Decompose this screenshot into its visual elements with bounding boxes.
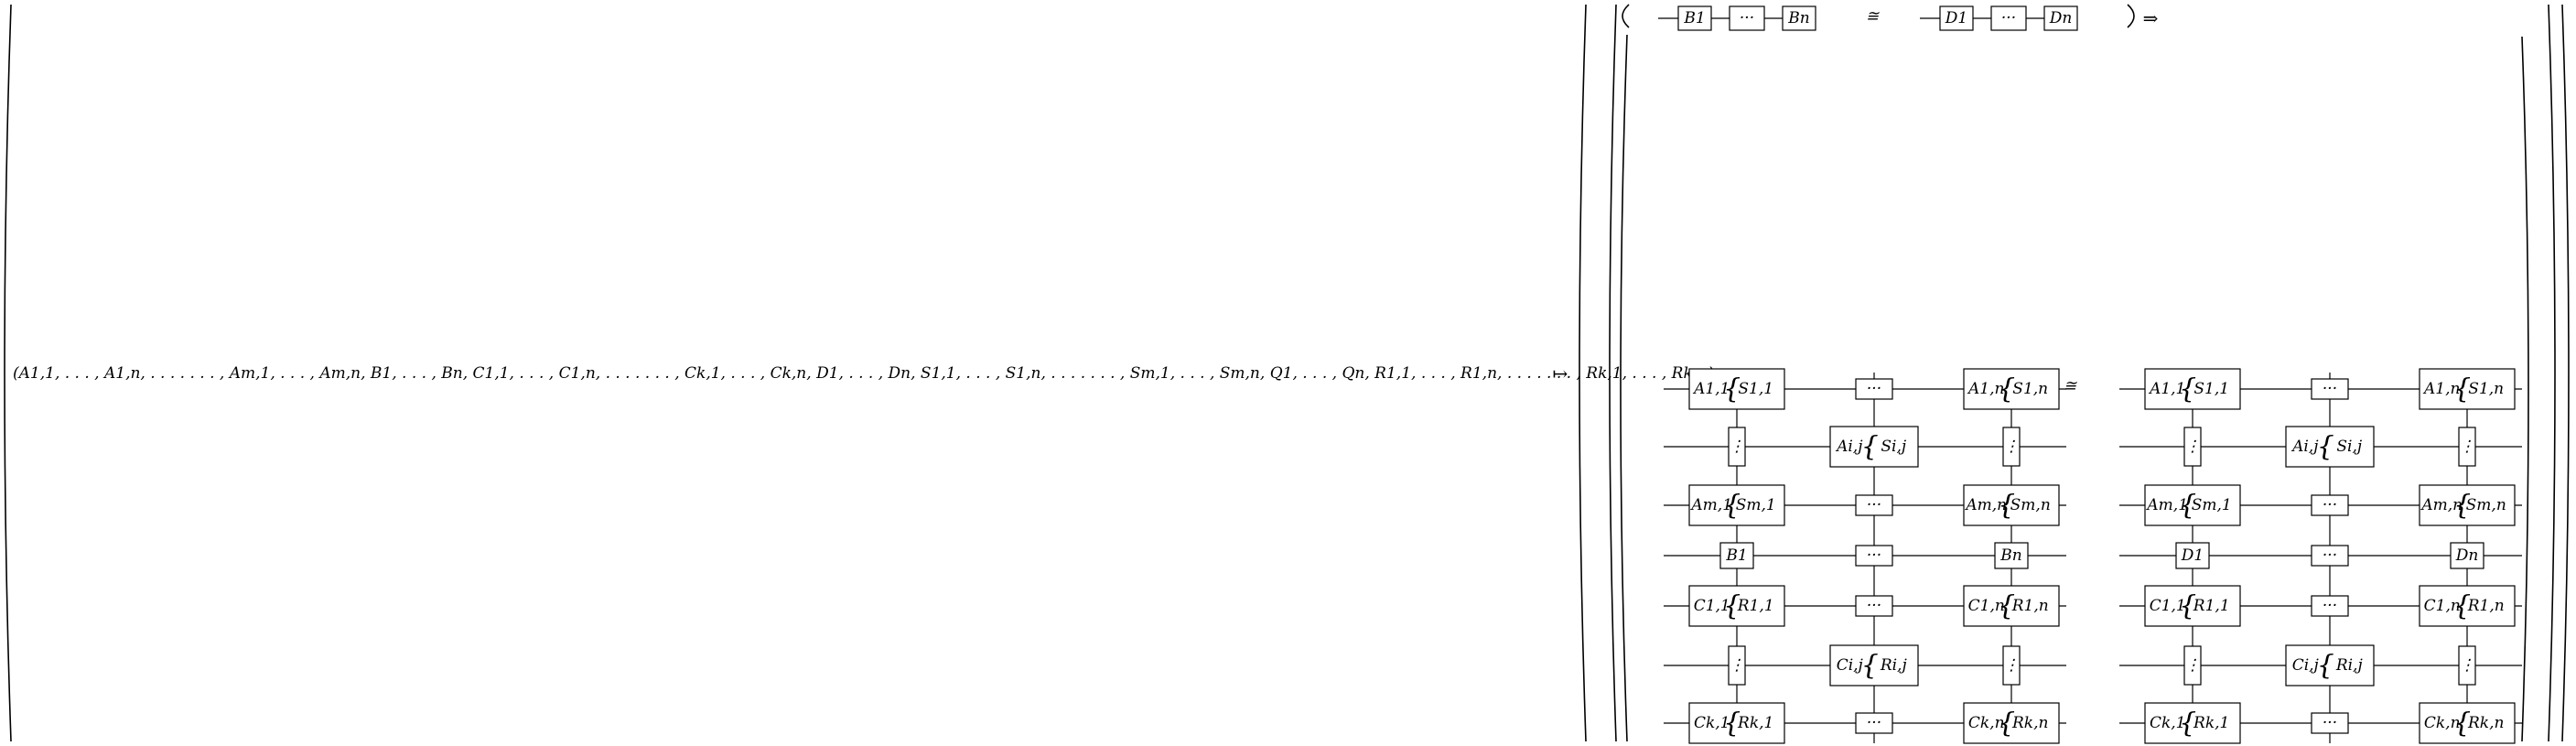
grid-right-r5-mid-side: Ri,j (2335, 656, 2364, 675)
grid-left-r5-mid-main: Ci,j (1837, 656, 1864, 675)
mapsto-arrow: ↦ (1553, 362, 1568, 384)
grid-congruent: ≅ (2064, 377, 2077, 395)
grid-right-r4-right-side: R1,n (2467, 597, 2505, 615)
grid-right-r1-right-label: ⋮ (2460, 438, 2475, 456)
grid-right-r2-mid-label: ··· (2323, 496, 2337, 514)
grid-right-r5-right-label: ⋮ (2460, 656, 2475, 675)
grid-left-r3-mid-label: ··· (1867, 546, 1881, 565)
top-left-chain-box-1-label: ··· (1740, 9, 1754, 27)
outer-right-paren (2562, 5, 2569, 741)
grid-right-r5-left-label: ⋮ (2185, 656, 2201, 675)
top-right-paren (2128, 5, 2134, 27)
grid-left-r5-left-label: ⋮ (1730, 656, 1745, 675)
grid-right-r0-mid-label: ··· (2323, 380, 2337, 398)
grid-left-r1-left-label: ⋮ (1730, 438, 1745, 456)
grid-right-r6-right-side: Rk,n (2467, 714, 2504, 732)
grid-right-r3-mid-label: ··· (2323, 546, 2337, 565)
grid-left-r0-mid-label: ··· (1867, 380, 1881, 398)
grid-right-r5-mid-main: Ci,j (2292, 656, 2320, 675)
grid-right-r3-left-label: D1 (2181, 546, 2204, 565)
rhs-right-paren (2549, 5, 2555, 741)
top-implies: ⇒ (2143, 7, 2159, 29)
inner-right-paren (2522, 37, 2528, 741)
grid-left-r1-mid-side: Si,j (1881, 438, 1906, 456)
grid-right-r1-mid-side: Si,j (2336, 438, 2362, 456)
grid-left-r6-left-side: Rk,1 (1737, 714, 1773, 732)
grid-right-r3-right-label: Dn (2455, 546, 2479, 565)
big-left-paren (1621, 35, 1627, 741)
top-right-chain-box-0-label: D1 (1945, 9, 1967, 27)
grid-left-r6-right-side: Rk,n (2011, 714, 2048, 732)
inner-left-paren (1610, 5, 1616, 741)
grid-left-r1-mid-main: Ai,j (1835, 438, 1863, 456)
grid-left-r6-mid-label: ··· (1867, 714, 1881, 732)
grid-right-r5-mid-brace: { (2317, 650, 2334, 682)
grid-right-r1-mid-main: Ai,j (2290, 438, 2319, 456)
grid-left-r0-left-side: S1,1 (1738, 380, 1773, 398)
top-left-chain-box-2-label: Bn (1787, 9, 1809, 27)
top-right-chain-box-2-label: Dn (2049, 9, 2073, 27)
grid-right-r2-right-side: Sm,n (2466, 496, 2506, 514)
grid-right-r6-mid-label: ··· (2323, 714, 2337, 732)
grid-right-r1-mid-brace: { (2317, 431, 2334, 463)
grid-left-r3-left-label: B1 (1725, 546, 1747, 565)
outer-left-paren (5, 5, 11, 741)
top-right-chain-box-1-label: ··· (2001, 9, 2016, 27)
grid-left-r5-mid-side: Ri,j (1880, 656, 1908, 675)
grid-left-r4-left-side: R1,1 (1737, 597, 1774, 615)
top-left-chain-box-0-label: B1 (1683, 9, 1705, 27)
grid-left-r3-right-label: Bn (1999, 546, 2021, 565)
grid-right-r1-left-label: ⋮ (2185, 438, 2201, 456)
grid-right-r4-mid-label: ··· (2323, 597, 2337, 615)
grid-left-r2-right-side: Sm,n (2010, 496, 2051, 514)
grid-left-r5-right-label: ⋮ (2004, 656, 2020, 675)
grid-right-r2-left-side: Sm,1 (2192, 496, 2232, 514)
grid-right-r0-right-side: S1,n (2468, 380, 2504, 398)
grid-left-r1-mid-brace: { (1861, 431, 1879, 463)
grid-left-r1-right-label: ⋮ (2004, 438, 2020, 456)
grid-right-r0-left-side: S1,1 (2193, 380, 2229, 398)
grid-left-r5-mid-brace: { (1861, 650, 1879, 682)
grid-left-r0-right-side: S1,n (2012, 380, 2048, 398)
top-left-paren (1622, 5, 1629, 27)
rhs-left-paren (1579, 5, 1586, 741)
grid-left-r2-mid-label: ··· (1867, 496, 1881, 514)
grid-right-r4-left-side: R1,1 (2193, 597, 2230, 615)
grid-left-r4-right-side: R1,n (2011, 597, 2049, 615)
grid-left-r4-mid-label: ··· (1867, 597, 1881, 615)
grid-left-r2-left-side: Sm,1 (1736, 496, 1776, 514)
top-congruent: ≅ (1866, 7, 1880, 26)
grid-right-r6-left-side: Rk,1 (2193, 714, 2229, 732)
